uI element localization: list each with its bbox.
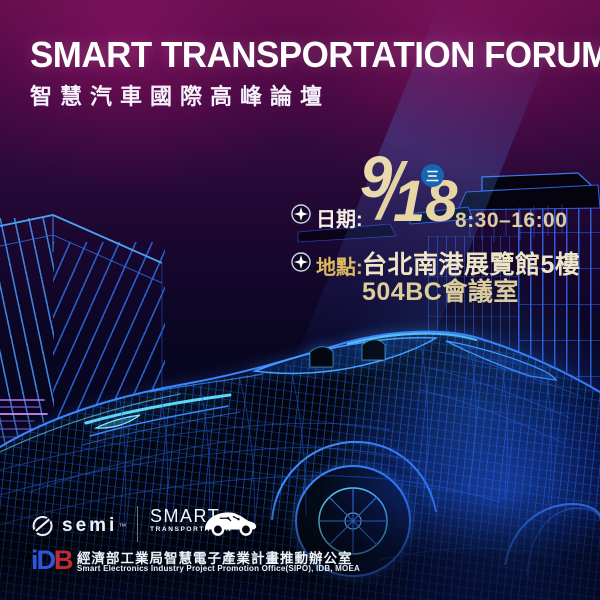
magenta-glow-top-left <box>0 0 330 180</box>
organizer-name-zh: 經濟部工業局智慧電子產業計畫推動辦公室 <box>77 551 353 566</box>
idb-logo: iDB <box>31 545 73 575</box>
poster-title-en: SMART TRANSPORTATION FORUM <box>30 34 600 75</box>
sparkle-icon <box>291 204 311 224</box>
semi-logo-icon <box>32 516 53 536</box>
date-month: 9 <box>360 145 393 210</box>
car-icon <box>204 512 257 536</box>
smart-transportation-logo: SMART TRANSPORTATION <box>150 507 232 534</box>
idb-letter-b: B <box>54 545 73 575</box>
sparkle-icon <box>291 252 311 272</box>
weekday-badge: 三 <box>421 164 444 187</box>
semi-logo: semi ™ <box>30 512 126 540</box>
magenta-glow-top-right <box>250 0 600 180</box>
organizer-name-en: Smart Electronics Industry Project Promo… <box>77 564 360 573</box>
location-label: 地點: <box>316 257 363 279</box>
event-time: 8:30–16:00 <box>455 209 568 232</box>
date-label: 日期: <box>316 209 363 231</box>
semi-logo-text: semi <box>62 515 118 536</box>
date-slash: / <box>379 147 402 236</box>
bottom-fade <box>0 490 600 600</box>
idb-letter-i: i <box>31 545 38 575</box>
poster-title-zh: 智慧汽車國際高峰論壇 <box>30 84 331 109</box>
logo-divider <box>137 506 138 542</box>
smart-logo-line1: SMART <box>150 506 221 526</box>
smart-logo-line2: TRANSPORTATION <box>150 526 233 533</box>
idb-letter-d: D <box>36 545 56 575</box>
location-room: 504BC會議室 <box>362 278 519 306</box>
semi-trademark: ™ <box>118 521 127 531</box>
location-venue: 台北南港展覽館5樓 <box>362 251 581 279</box>
car-tail-light <box>29 393 241 493</box>
